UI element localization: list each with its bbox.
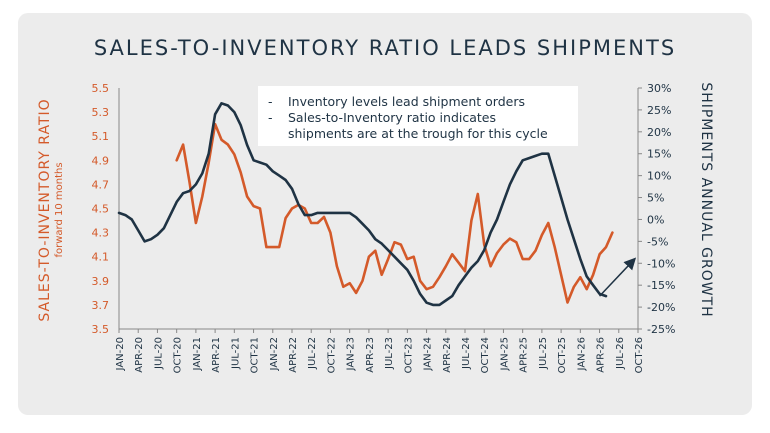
legend-line-2: Sales-to-Inventory ratio indicates — [288, 110, 496, 125]
left-tick-label: 3.5 — [92, 323, 110, 336]
legend-box — [258, 86, 578, 146]
chart-title: SALES-TO-INVENTORY RATIO LEADS SHIPMENTS — [93, 36, 677, 60]
left-tick-label: 4.9 — [92, 154, 110, 167]
left-tick-label: 4.1 — [92, 251, 110, 264]
x-tick-label: OCT-21 — [250, 337, 261, 373]
x-tick-label: JAN-21 — [192, 337, 203, 371]
x-tick-label: OCT-25 — [557, 337, 568, 373]
left-axis-subtitle: forward 10 months — [54, 162, 65, 257]
right-tick-label: -20% — [647, 301, 675, 314]
left-tick-label: 4.3 — [92, 227, 110, 240]
x-tick-label: JUL-26 — [615, 337, 626, 370]
x-tick-label: JAN-25 — [499, 337, 510, 371]
x-tick-label: OCT-26 — [634, 337, 645, 373]
x-tick-label: OCT-20 — [173, 337, 184, 373]
x-tick-label: JUL-21 — [230, 337, 241, 370]
x-tick-label: APR-23 — [365, 337, 376, 373]
x-tick-label: JAN-22 — [269, 337, 280, 371]
x-tick-label: APR-21 — [211, 337, 222, 373]
x-tick-label: JAN-24 — [423, 337, 434, 371]
trend-arrow — [599, 257, 637, 297]
left-tick-label: 3.9 — [92, 275, 110, 288]
x-tick-label: JAN-23 — [346, 337, 357, 371]
legend-line-3: shipments are at the trough for this cyc… — [288, 126, 548, 141]
x-tick-label: JUL-20 — [153, 337, 164, 370]
x-tick-label: JAN-26 — [576, 337, 587, 371]
right-tick-label: 5% — [647, 192, 664, 205]
left-axis-title: SALES-TO-INVENTORY RATIO — [37, 98, 53, 321]
x-tick-label: OCT-24 — [480, 337, 491, 373]
right-tick-label: -10% — [647, 257, 675, 270]
right-tick-label: 0% — [647, 213, 664, 226]
right-tick-label: 25% — [647, 104, 671, 117]
x-tick-label: JUL-23 — [384, 337, 395, 370]
right-tick-label: 15% — [647, 148, 671, 161]
x-tick-label: OCT-23 — [403, 337, 414, 373]
legend-dash: - — [268, 94, 273, 109]
x-tick-label: JAN-20 — [115, 337, 126, 371]
right-tick-label: 10% — [647, 170, 671, 183]
left-tick-label: 4.5 — [92, 203, 110, 216]
x-tick-label: APR-22 — [288, 337, 299, 373]
sales-to-inventory-line — [175, 122, 614, 304]
legend-line-1: Inventory levels lead shipment orders — [288, 94, 525, 109]
right-tick-label: -15% — [647, 279, 675, 292]
right-tick-label: 20% — [647, 126, 671, 139]
x-tick-label: JUL-24 — [461, 337, 472, 370]
right-tick-label: -25% — [647, 323, 675, 336]
left-tick-label: 4.7 — [92, 178, 110, 191]
shipments-growth-line — [117, 102, 608, 307]
x-tick-label: APR-20 — [134, 337, 145, 373]
x-tick-label: JUL-22 — [307, 337, 318, 370]
chart-card — [18, 13, 752, 415]
left-tick-label: 5.5 — [92, 82, 110, 95]
left-tick-label: 5.1 — [92, 130, 110, 143]
x-tick-label: JUL-25 — [538, 337, 549, 370]
left-tick-label: 5.3 — [92, 106, 110, 119]
legend-dash: - — [268, 110, 273, 125]
x-tick-label: APR-25 — [519, 337, 530, 373]
left-tick-label: 3.7 — [92, 299, 110, 312]
right-tick-label: 30% — [647, 82, 671, 95]
x-tick-label: APR-26 — [596, 337, 607, 373]
x-tick-label: OCT-22 — [326, 337, 337, 373]
right-axis-title: SHIPMENTS ANNUAL GROWTH — [698, 82, 714, 317]
right-tick-label: -5% — [647, 235, 668, 248]
x-tick-label: APR-24 — [442, 337, 453, 373]
